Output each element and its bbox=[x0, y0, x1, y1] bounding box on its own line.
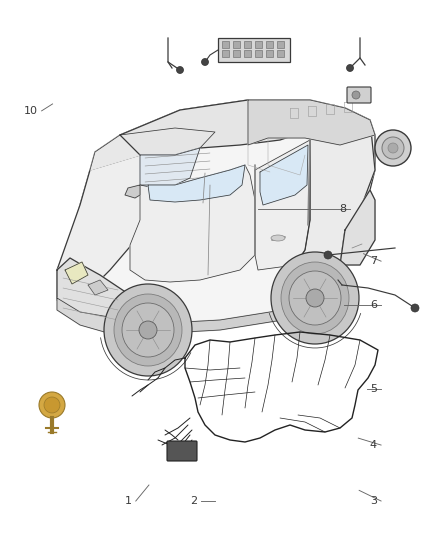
FancyBboxPatch shape bbox=[266, 41, 273, 48]
Circle shape bbox=[324, 251, 332, 259]
Text: 1: 1 bbox=[125, 496, 132, 506]
Text: 5: 5 bbox=[370, 384, 377, 394]
Ellipse shape bbox=[122, 303, 174, 357]
Circle shape bbox=[411, 304, 419, 312]
FancyBboxPatch shape bbox=[222, 50, 229, 57]
Polygon shape bbox=[248, 100, 375, 145]
Text: 4: 4 bbox=[370, 440, 377, 450]
Polygon shape bbox=[57, 100, 375, 335]
Polygon shape bbox=[148, 165, 245, 202]
Text: 2: 2 bbox=[191, 496, 198, 506]
Polygon shape bbox=[57, 258, 130, 330]
Ellipse shape bbox=[306, 289, 324, 307]
Ellipse shape bbox=[104, 284, 192, 376]
FancyBboxPatch shape bbox=[255, 41, 262, 48]
FancyBboxPatch shape bbox=[218, 38, 290, 62]
Ellipse shape bbox=[271, 235, 285, 241]
Ellipse shape bbox=[271, 252, 359, 344]
Ellipse shape bbox=[114, 294, 182, 366]
Polygon shape bbox=[57, 298, 135, 335]
Text: 10: 10 bbox=[24, 106, 38, 116]
Text: 3: 3 bbox=[370, 496, 377, 506]
Circle shape bbox=[388, 143, 398, 153]
Ellipse shape bbox=[289, 271, 341, 325]
Circle shape bbox=[382, 137, 404, 159]
FancyBboxPatch shape bbox=[347, 87, 371, 103]
Circle shape bbox=[177, 67, 184, 74]
FancyBboxPatch shape bbox=[244, 41, 251, 48]
Polygon shape bbox=[340, 190, 375, 265]
FancyBboxPatch shape bbox=[255, 50, 262, 57]
Circle shape bbox=[375, 130, 411, 166]
Circle shape bbox=[201, 59, 208, 66]
Polygon shape bbox=[65, 262, 88, 284]
Polygon shape bbox=[57, 155, 175, 300]
Text: 7: 7 bbox=[370, 256, 377, 266]
Polygon shape bbox=[140, 148, 200, 188]
Polygon shape bbox=[130, 165, 255, 282]
Polygon shape bbox=[255, 140, 310, 270]
FancyBboxPatch shape bbox=[277, 50, 284, 57]
Circle shape bbox=[352, 91, 360, 99]
Polygon shape bbox=[90, 128, 215, 170]
Ellipse shape bbox=[139, 321, 157, 339]
Polygon shape bbox=[130, 288, 345, 335]
FancyBboxPatch shape bbox=[222, 41, 229, 48]
Circle shape bbox=[346, 64, 353, 71]
Polygon shape bbox=[125, 185, 140, 198]
Polygon shape bbox=[88, 280, 108, 295]
Text: 8: 8 bbox=[339, 205, 346, 214]
Text: 6: 6 bbox=[370, 300, 377, 310]
Circle shape bbox=[44, 397, 60, 413]
FancyBboxPatch shape bbox=[266, 50, 273, 57]
FancyBboxPatch shape bbox=[233, 50, 240, 57]
Polygon shape bbox=[260, 145, 308, 205]
FancyBboxPatch shape bbox=[233, 41, 240, 48]
FancyBboxPatch shape bbox=[277, 41, 284, 48]
Ellipse shape bbox=[281, 262, 349, 334]
Circle shape bbox=[39, 392, 65, 418]
FancyBboxPatch shape bbox=[167, 441, 197, 461]
FancyBboxPatch shape bbox=[244, 50, 251, 57]
Polygon shape bbox=[295, 108, 375, 270]
Polygon shape bbox=[120, 100, 315, 155]
